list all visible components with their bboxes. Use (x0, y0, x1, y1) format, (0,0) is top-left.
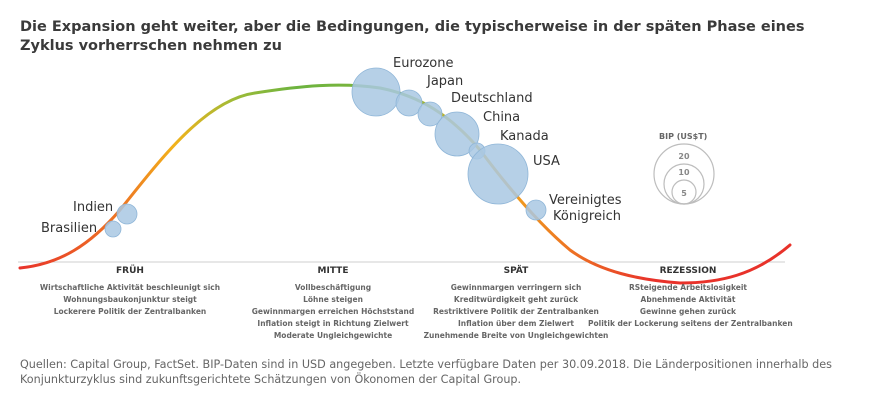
phase-spaet-item: Kreditwürdigkeit geht zurück (453, 295, 579, 304)
phase-rezession-title: REZESSION (659, 266, 717, 276)
legend-title: BIP (US$T) (659, 132, 707, 141)
label-usa: USA (533, 154, 560, 169)
phase-mitte-item: Gewinnmargen erreichen Höchststand (251, 307, 415, 316)
phase-rezession-item: RSteigende Arbeitslosigkeit (628, 283, 747, 292)
phase-spaet-item: Restriktivere Politik der Zentralbanken (433, 307, 599, 316)
country-labels: Eurozone Japan Deutschland China Kanada … (41, 56, 622, 236)
label-eurozone: Eurozone (393, 56, 453, 71)
phase-frueh: FRÜH Wirtschaftliche Aktivität beschleun… (30, 266, 230, 318)
bubble-uk[interactable] (525, 199, 547, 221)
label-indien: Indien (73, 200, 113, 215)
phase-frueh-item: Wirtschaftliche Aktivität beschleunigt s… (39, 283, 221, 292)
legend-circle-5 (671, 179, 697, 205)
bubble-japan[interactable] (395, 89, 423, 117)
bubble-brasilien[interactable] (104, 220, 122, 238)
phase-frueh-item: Wohnungsbaukonjunktur steigt (63, 295, 197, 304)
country-bubbles (104, 67, 547, 238)
legend-value-5: 5 (681, 189, 687, 198)
phase-rezession: REZESSION RSteigende Arbeitslosigkeit Ab… (588, 266, 793, 330)
phase-mitte-title: MITTE (317, 266, 349, 276)
phase-mitte: MITTE Vollbeschäftigung Löhne steigen Ge… (233, 266, 433, 342)
bubble-china[interactable] (434, 111, 480, 157)
phase-spaet-item: Inflation über dem Zielwert (458, 319, 574, 328)
label-uk-line1: Vereinigtes (549, 193, 622, 208)
phase-rezession-item: Politik der Lockerung seitens der Zentra… (588, 319, 793, 328)
phase-spaet-item: Zunehmende Breite von Ungleichgewichten (423, 331, 609, 340)
bubble-deutschland[interactable] (417, 101, 443, 127)
label-kanada: Kanada (500, 129, 549, 144)
phase-rezession-item: Gewinne gehen zurück (639, 307, 737, 316)
legend-value-20: 20 (678, 152, 690, 161)
phase-spaet-title: SPÄT (503, 266, 529, 276)
phase-spaet: SPÄT Gewinnmargen verringern sich Kredit… (416, 266, 616, 342)
phase-mitte-item: Moderate Ungleichgewichte (273, 331, 393, 340)
label-uk-line2: Königreich (553, 209, 621, 224)
phase-mitte-item: Inflation steigt in Richtung Zielwert (257, 319, 409, 328)
phase-mitte-item: Löhne steigen (303, 295, 363, 304)
phase-mitte-item: Vollbeschäftigung (294, 283, 372, 292)
phase-frueh-item: Lockerere Politik der Zentralbanken (53, 307, 207, 316)
phase-frueh-title: FRÜH (116, 266, 144, 276)
legend-value-10: 10 (678, 168, 690, 177)
bubble-usa[interactable] (467, 143, 529, 205)
label-brasilien: Brasilien (41, 221, 97, 236)
label-china: China (483, 110, 520, 125)
phase-spaet-item: Gewinnmargen verringern sich (450, 283, 582, 292)
size-legend: BIP (US$T) 20 10 5 (653, 132, 715, 205)
phase-rezession-item: Abnehmende Aktivität (640, 295, 736, 304)
bubble-eurozone[interactable] (351, 67, 401, 117)
label-japan: Japan (426, 74, 463, 89)
source-note: Quellen: Capital Group, FactSet. BIP-Dat… (20, 358, 832, 386)
chart-title: Die Expansion geht weiter, aber die Bedi… (20, 19, 805, 54)
label-deutschland: Deutschland (451, 91, 533, 106)
bubble-indien[interactable] (116, 203, 138, 225)
